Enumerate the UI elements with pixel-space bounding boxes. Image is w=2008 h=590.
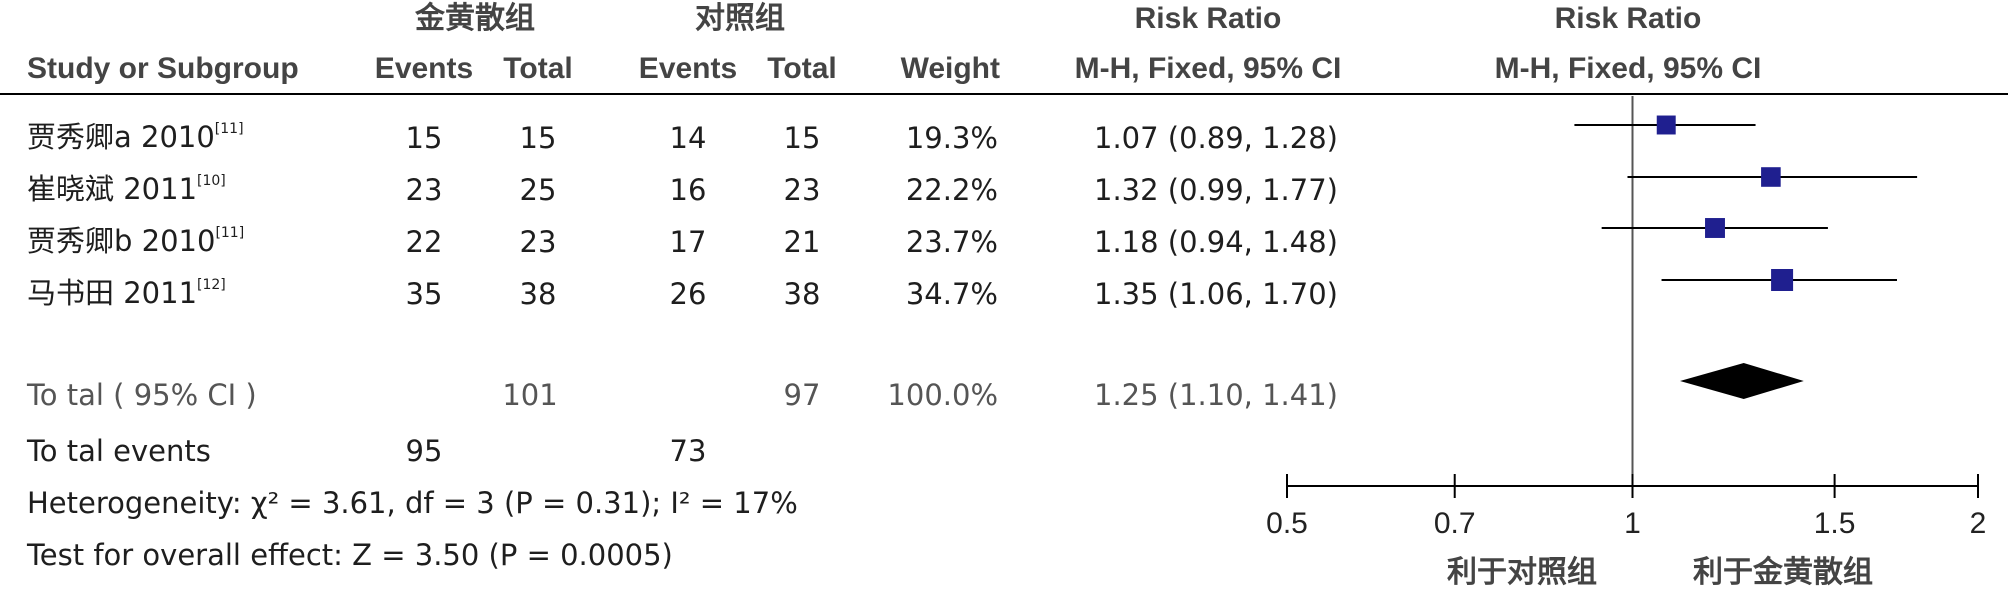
method-plot-header: M-H, Fixed, 95% CI bbox=[1494, 52, 1762, 85]
favours-experimental-label: 利于金黄散组 bbox=[1693, 555, 1873, 590]
study-2-ctrl-events: 16 bbox=[669, 173, 707, 207]
study-name-1: 贾秀卿a 2010[11] bbox=[27, 120, 244, 154]
point-estimate-marker bbox=[1705, 218, 1725, 238]
study-1-ci: 1.07 (0.89, 1.28) bbox=[1094, 121, 1338, 155]
method-column-header: M-H, Fixed, 95% CI bbox=[1074, 52, 1342, 85]
x-tick-label: 0.7 bbox=[1434, 507, 1476, 540]
study-3-exp-events: 22 bbox=[405, 225, 443, 259]
study-4-ctrl-events: 26 bbox=[669, 277, 707, 311]
point-estimate-marker bbox=[1656, 115, 1676, 135]
total-events-label: To tal events bbox=[27, 434, 211, 468]
total-ctrl-total: 97 bbox=[783, 378, 821, 412]
study-4-weight: 34.7% bbox=[905, 277, 998, 311]
study-2-ci: 1.32 (0.99, 1.77) bbox=[1094, 173, 1338, 207]
x-tick-label: 0.5 bbox=[1266, 507, 1308, 540]
ctrl-total-header: Total bbox=[767, 52, 837, 85]
study-3-ctrl-total: 21 bbox=[783, 225, 821, 259]
study-1-ctrl-total: 15 bbox=[783, 121, 821, 155]
total-exp-total: 101 bbox=[502, 378, 558, 412]
study-1-ctrl-events: 14 bbox=[669, 121, 707, 155]
total-events-exp: 95 bbox=[405, 434, 443, 468]
exp-events-header: Events bbox=[374, 52, 474, 85]
study-2-ctrl-total: 23 bbox=[783, 173, 821, 207]
study-3-ctrl-events: 17 bbox=[669, 225, 707, 259]
study-4-exp-total: 38 bbox=[519, 277, 557, 311]
heterogeneity-text: Heterogeneity: χ² = 3.61, df = 3 (P = 0.… bbox=[27, 486, 798, 520]
favours-control-label: 利于对照组 bbox=[1447, 555, 1597, 590]
point-estimate-marker bbox=[1771, 269, 1794, 291]
control-group-header: 对照组 bbox=[695, 1, 785, 36]
study-name-4: 马书田 2011[12] bbox=[27, 276, 226, 310]
rr-plot-header: Risk Ratio bbox=[1554, 2, 1702, 35]
weight-header: Weight bbox=[900, 52, 1000, 85]
study-1-weight: 19.3% bbox=[905, 121, 998, 155]
study-name-3: 贾秀卿b 2010[11] bbox=[27, 224, 245, 258]
x-tick-label: 1 bbox=[1624, 507, 1641, 540]
study-1-exp-events: 15 bbox=[405, 121, 443, 155]
x-tick-label: 1.5 bbox=[1814, 507, 1856, 540]
study-2-exp-events: 23 bbox=[405, 173, 443, 207]
ctrl-events-header: Events bbox=[638, 52, 738, 85]
rr-column-header: Risk Ratio bbox=[1134, 2, 1282, 35]
experimental-group-header: 金黄散组 bbox=[415, 1, 535, 36]
x-tick-label: 2 bbox=[1970, 507, 1987, 540]
total-ci: 1.25 (1.10, 1.41) bbox=[1094, 378, 1338, 412]
study-3-weight: 23.7% bbox=[905, 225, 998, 259]
study-2-weight: 22.2% bbox=[905, 173, 998, 207]
point-estimate-marker bbox=[1761, 167, 1781, 187]
pooled-diamond bbox=[1680, 363, 1804, 399]
total-label: To tal ( 95% CI ) bbox=[27, 378, 257, 412]
total-weight: 100.0% bbox=[887, 378, 998, 412]
exp-total-header: Total bbox=[503, 52, 573, 85]
study-1-exp-total: 15 bbox=[519, 121, 557, 155]
overall-effect-text: Test for overall effect: Z = 3.50 (P = 0… bbox=[27, 538, 673, 572]
total-events-ctrl: 73 bbox=[669, 434, 707, 468]
study-4-exp-events: 35 bbox=[405, 277, 443, 311]
study-4-ctrl-total: 38 bbox=[783, 277, 821, 311]
study-3-exp-total: 23 bbox=[519, 225, 557, 259]
study-name-2: 崔晓斌 2011[10] bbox=[27, 172, 226, 206]
study-4-ci: 1.35 (1.06, 1.70) bbox=[1094, 277, 1338, 311]
header-rule bbox=[0, 93, 2008, 95]
study-2-exp-total: 25 bbox=[519, 173, 557, 207]
study-column-header: Study or Subgroup bbox=[27, 52, 299, 85]
study-3-ci: 1.18 (0.94, 1.48) bbox=[1094, 225, 1338, 259]
